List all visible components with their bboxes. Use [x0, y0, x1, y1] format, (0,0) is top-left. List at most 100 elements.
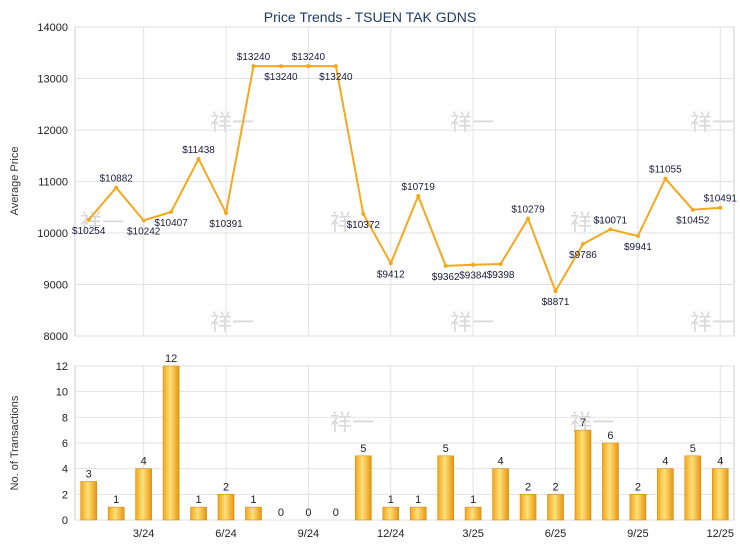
- transaction-data-label: 5: [443, 443, 449, 455]
- transaction-bar: [162, 365, 180, 521]
- price-data-label: $10452: [676, 216, 710, 227]
- price-data-label: $10719: [402, 182, 436, 193]
- transaction-data-label: 1: [196, 494, 202, 506]
- transaction-bar: [80, 481, 98, 521]
- price-data-label: $9412: [377, 269, 405, 280]
- price-y-tick-label: 10000: [37, 228, 68, 240]
- transaction-bar: [464, 506, 482, 521]
- transaction-bar: [245, 506, 262, 521]
- transaction-data-label: 5: [360, 443, 366, 455]
- transaction-bar: [190, 506, 207, 521]
- transaction-data-label: 7: [580, 417, 586, 429]
- price-data-label: $10391: [209, 219, 243, 230]
- transactions-y-ticks: 0 2 4 6 8 10 12: [56, 361, 68, 527]
- transaction-bar: [217, 494, 235, 521]
- transaction-data-label: 2: [635, 481, 641, 493]
- watermark-text: 祥一: [210, 311, 254, 336]
- transactions-y-tick-label: 2: [62, 489, 68, 501]
- price-point: [635, 234, 640, 239]
- price-line: [87, 65, 721, 294]
- price-point: [526, 216, 531, 221]
- price-data-label: $10071: [594, 215, 628, 226]
- price-data-label: $9384: [459, 271, 487, 282]
- transactions-y-tick-label: 10: [56, 387, 68, 399]
- transaction-data-label: 4: [141, 456, 147, 468]
- watermark-text: 祥一: [80, 211, 124, 236]
- transaction-data-label: 5: [690, 443, 696, 455]
- transaction-data-label: 1: [250, 494, 256, 506]
- watermark-text: 祥一: [330, 411, 374, 436]
- price-point: [608, 227, 613, 232]
- price-y-tick-label: 9000: [44, 280, 68, 292]
- price-data-labels: $10254 $10882 $10242$10407 $11438 $10391 $132…: [72, 52, 737, 308]
- price-data-label: $10491: [704, 194, 738, 205]
- transaction-data-label: 4: [662, 456, 668, 468]
- transaction-bar: [409, 506, 427, 521]
- transactions-y-tick-label: 4: [62, 464, 68, 476]
- transaction-data-label: 1: [415, 494, 421, 506]
- transaction-data-label: 0: [278, 507, 284, 519]
- x-tick-label: 9/24: [298, 528, 319, 540]
- transaction-bar: [711, 468, 729, 521]
- transaction-bar: [492, 468, 509, 521]
- price-data-label: $10372: [347, 220, 381, 231]
- transaction-bar: [602, 442, 619, 521]
- price-point: [224, 210, 229, 215]
- chart-title: Price Trends - TSUEN TAK GDNS: [264, 9, 476, 25]
- transactions-y-tick-label: 6: [62, 438, 68, 450]
- watermark-text: 祥一: [690, 111, 734, 136]
- price-data-label: $9941: [624, 242, 652, 253]
- price-data-label: $9786: [569, 250, 597, 261]
- price-point: [718, 205, 723, 210]
- x-tick-label: 6/25: [545, 528, 566, 540]
- price-point: [443, 263, 448, 268]
- transactions-y-tick-label: 12: [56, 361, 68, 373]
- transactions-y-tick-label: 8: [62, 412, 68, 424]
- transaction-bars: [80, 365, 729, 521]
- price-y-tick-label: 8000: [44, 331, 68, 343]
- price-data-label: $9362: [432, 272, 460, 283]
- price-point: [416, 193, 421, 198]
- transaction-data-label: 2: [552, 481, 558, 493]
- transaction-data-label: 4: [498, 456, 504, 468]
- transaction-bar: [657, 468, 674, 521]
- price-data-label: $10254: [72, 226, 106, 237]
- transaction-bar: [437, 455, 454, 521]
- price-data-label: $8871: [542, 297, 570, 308]
- price-data-label: $9398: [487, 270, 515, 281]
- x-tick-label: 3/24: [133, 528, 154, 540]
- transaction-data-label: 4: [717, 456, 723, 468]
- price-point: [663, 176, 668, 181]
- price-data-label: $13240: [237, 52, 271, 63]
- price-data-label: $13240: [264, 72, 298, 83]
- watermark-text: 祥一: [450, 111, 494, 136]
- price-point: [141, 218, 146, 223]
- transactions-y-axis-title: No. of Transactions: [9, 395, 21, 490]
- transactions-gridlines: [75, 365, 734, 521]
- price-point: [580, 242, 585, 247]
- transaction-bar: [135, 468, 152, 521]
- price-data-label: $10407: [154, 218, 188, 229]
- watermark-text: 祥一: [330, 211, 374, 236]
- transaction-data-label: 2: [525, 481, 531, 493]
- transaction-bar: [629, 494, 647, 521]
- price-point: [498, 262, 503, 267]
- price-point: [278, 64, 283, 69]
- price-point: [690, 207, 695, 212]
- price-data-label: $10279: [511, 205, 545, 216]
- transaction-data-label: 0: [333, 507, 339, 519]
- price-data-label: $13240: [292, 52, 326, 63]
- transaction-data-label: 6: [607, 430, 613, 442]
- price-points: [86, 64, 723, 294]
- transaction-bar: [547, 494, 564, 521]
- transaction-data-label: 1: [113, 494, 119, 506]
- transaction-bar: [355, 455, 372, 521]
- transaction-bar: [684, 455, 702, 521]
- price-y-ticks: 8000 9000 10000 11000 12000 13000 14000: [37, 22, 68, 343]
- price-data-label: $11055: [649, 165, 682, 176]
- transaction-data-label: 1: [470, 494, 476, 506]
- price-y-tick-label: 14000: [37, 22, 68, 34]
- price-point: [169, 210, 174, 215]
